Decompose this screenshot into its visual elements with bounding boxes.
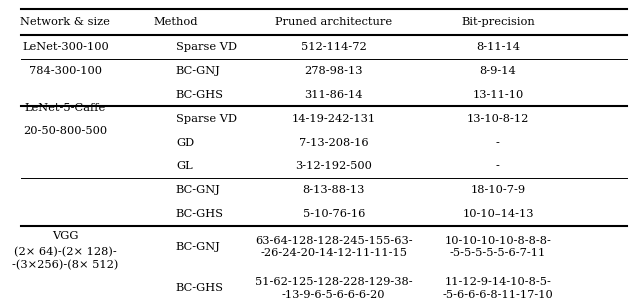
Text: -: - [496,138,500,148]
Text: -: - [496,161,500,171]
Text: 7-13-208-16: 7-13-208-16 [299,138,369,148]
Text: BC-GHS: BC-GHS [176,90,224,100]
Text: LeNet-5-Caffe: LeNet-5-Caffe [25,102,106,113]
Text: Bit-precision: Bit-precision [461,17,535,27]
Text: 11-12-9-14-10-8-5-
-5-6-6-6-8-11-17-10: 11-12-9-14-10-8-5- -5-6-6-6-8-11-17-10 [442,277,554,300]
Text: 18-10-7-9: 18-10-7-9 [470,185,525,196]
Text: BC-GNJ: BC-GNJ [176,66,221,76]
Text: Sparse VD: Sparse VD [176,42,237,52]
Text: 3-12-192-500: 3-12-192-500 [295,161,372,171]
Text: 51-62-125-128-228-129-38-
-13-9-6-5-6-6-6-20: 51-62-125-128-228-129-38- -13-9-6-5-6-6-… [255,277,413,300]
Text: 20-50-800-500: 20-50-800-500 [23,126,108,136]
Text: LeNet-300-100: LeNet-300-100 [22,42,109,52]
Text: 8-9-14: 8-9-14 [479,66,516,76]
Text: 10-10-10-10-8-8-8-
-5-5-5-5-5-6-7-11: 10-10-10-10-8-8-8- -5-5-5-5-5-6-7-11 [445,236,552,258]
Text: Pruned architecture: Pruned architecture [275,17,392,27]
Text: 14-19-242-131: 14-19-242-131 [292,114,376,124]
Text: 13-10-8-12: 13-10-8-12 [467,114,529,124]
Text: BC-GNJ: BC-GNJ [176,242,221,252]
Text: GD: GD [176,138,194,148]
Text: Network & size: Network & size [20,17,110,27]
Text: Method: Method [154,17,198,27]
Text: 13-11-10: 13-11-10 [472,90,524,100]
Text: GL: GL [176,161,193,171]
Text: BC-GHS: BC-GHS [176,209,224,219]
Text: 8-11-14: 8-11-14 [476,42,520,52]
Text: 63-64-128-128-245-155-63-
-26-24-20-14-12-11-11-15: 63-64-128-128-245-155-63- -26-24-20-14-1… [255,236,413,258]
Text: VGG: VGG [52,231,79,241]
Text: (2× 64)-(2× 128)-
-(3×256)-(8× 512): (2× 64)-(2× 128)- -(3×256)-(8× 512) [12,247,118,270]
Text: 512-114-72: 512-114-72 [301,42,367,52]
Text: Sparse VD: Sparse VD [176,114,237,124]
Text: BC-GHS: BC-GHS [176,283,224,293]
Text: 784-300-100: 784-300-100 [29,66,102,76]
Text: 10-10–14-13: 10-10–14-13 [462,209,534,219]
Text: 8-13-88-13: 8-13-88-13 [303,185,365,196]
Text: 311-86-14: 311-86-14 [305,90,363,100]
Text: 5-10-76-16: 5-10-76-16 [303,209,365,219]
Text: BC-GNJ: BC-GNJ [176,185,221,196]
Text: 278-98-13: 278-98-13 [305,66,363,76]
